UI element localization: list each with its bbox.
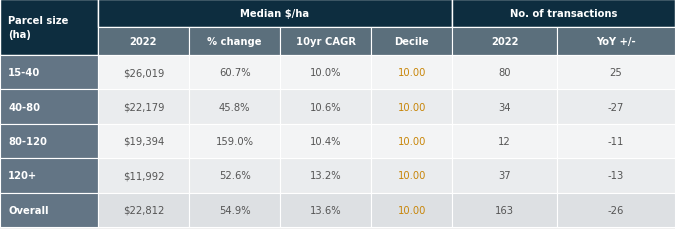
Bar [0, 158, 98, 193]
Bar [557, 193, 675, 227]
Text: 10yr CAGR: 10yr CAGR [296, 37, 356, 47]
Text: % change: % change [207, 37, 262, 47]
Bar [557, 124, 675, 158]
Text: 25: 25 [610, 68, 622, 78]
Bar [452, 124, 557, 158]
Text: Decile: Decile [394, 37, 429, 47]
Bar [98, 90, 189, 124]
Bar [371, 56, 452, 90]
Text: YoY +/-: YoY +/- [596, 37, 636, 47]
Text: 13.2%: 13.2% [310, 171, 342, 181]
Text: 52.6%: 52.6% [219, 171, 250, 181]
Bar [98, 193, 189, 227]
Text: $26,019: $26,019 [123, 68, 164, 78]
Bar [189, 158, 280, 193]
Text: No. of transactions: No. of transactions [510, 9, 618, 19]
Bar [280, 124, 371, 158]
Text: 10.00: 10.00 [398, 102, 426, 112]
Bar [371, 28, 452, 56]
Text: $19,394: $19,394 [123, 136, 164, 146]
Text: 159.0%: 159.0% [215, 136, 254, 146]
Bar [280, 56, 371, 90]
Bar [98, 124, 189, 158]
Bar [98, 56, 189, 90]
Text: 10.00: 10.00 [398, 205, 426, 215]
Bar [189, 193, 280, 227]
Bar [0, 0, 98, 56]
Bar [0, 56, 98, 90]
Bar [557, 158, 675, 193]
Text: 2022: 2022 [491, 37, 518, 47]
Text: 163: 163 [495, 205, 514, 215]
Text: Median $/ha: Median $/ha [240, 9, 310, 19]
Bar [280, 158, 371, 193]
Text: 120+: 120+ [8, 171, 37, 181]
Bar [452, 90, 557, 124]
Bar [280, 28, 371, 56]
Text: Parcel size
(ha): Parcel size (ha) [8, 16, 68, 39]
Bar [280, 193, 371, 227]
Text: 15-40: 15-40 [8, 68, 40, 78]
Bar [557, 90, 675, 124]
Text: $11,992: $11,992 [123, 171, 164, 181]
Text: 37: 37 [498, 171, 511, 181]
Bar [98, 158, 189, 193]
Text: 45.8%: 45.8% [219, 102, 250, 112]
Text: 80-120: 80-120 [8, 136, 47, 146]
Bar [280, 90, 371, 124]
Text: -11: -11 [608, 136, 624, 146]
Bar [98, 0, 452, 28]
Bar [189, 28, 280, 56]
Text: -13: -13 [608, 171, 624, 181]
Bar [452, 28, 557, 56]
Bar [452, 193, 557, 227]
Text: -26: -26 [608, 205, 624, 215]
Text: 40-80: 40-80 [8, 102, 40, 112]
Text: 60.7%: 60.7% [219, 68, 250, 78]
Bar [0, 90, 98, 124]
Bar [98, 28, 189, 56]
Text: 2022: 2022 [130, 37, 157, 47]
Bar [189, 56, 280, 90]
Text: -27: -27 [608, 102, 624, 112]
Bar [189, 124, 280, 158]
Bar [189, 90, 280, 124]
Text: 54.9%: 54.9% [219, 205, 250, 215]
Bar [371, 90, 452, 124]
Text: $22,179: $22,179 [123, 102, 164, 112]
Text: $22,812: $22,812 [123, 205, 164, 215]
Bar [452, 56, 557, 90]
Bar [557, 56, 675, 90]
Text: 10.00: 10.00 [398, 136, 426, 146]
Bar [0, 124, 98, 158]
Text: 10.00: 10.00 [398, 68, 426, 78]
Text: 10.00: 10.00 [398, 171, 426, 181]
Text: 34: 34 [498, 102, 511, 112]
Bar [371, 193, 452, 227]
Bar [452, 158, 557, 193]
Bar [371, 124, 452, 158]
Text: 10.4%: 10.4% [310, 136, 342, 146]
Text: 80: 80 [498, 68, 511, 78]
Text: Overall: Overall [8, 205, 49, 215]
Text: 13.6%: 13.6% [310, 205, 342, 215]
Bar [452, 0, 675, 28]
Text: 12: 12 [498, 136, 511, 146]
Bar [371, 158, 452, 193]
Bar [557, 28, 675, 56]
Text: 10.0%: 10.0% [310, 68, 342, 78]
Bar [0, 193, 98, 227]
Text: 10.6%: 10.6% [310, 102, 342, 112]
